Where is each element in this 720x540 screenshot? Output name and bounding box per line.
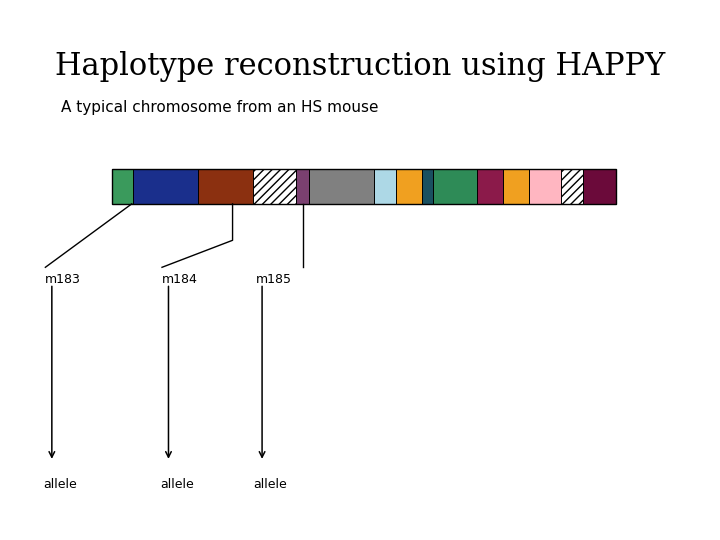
Bar xyxy=(253,168,296,204)
Bar xyxy=(562,168,583,204)
Text: allele: allele xyxy=(253,478,287,491)
Bar xyxy=(503,168,528,204)
Text: m183: m183 xyxy=(45,273,81,286)
Bar xyxy=(583,168,616,204)
Bar xyxy=(133,168,199,204)
Bar xyxy=(112,168,616,204)
Text: allele: allele xyxy=(43,478,77,491)
Text: Haplotype reconstruction using HAPPY: Haplotype reconstruction using HAPPY xyxy=(55,51,665,82)
Text: A typical chromosome from an HS mouse: A typical chromosome from an HS mouse xyxy=(61,100,379,115)
Bar xyxy=(310,168,374,204)
Bar xyxy=(374,168,396,204)
Bar xyxy=(422,168,433,204)
Text: m184: m184 xyxy=(162,273,198,286)
Bar xyxy=(477,168,503,204)
Bar xyxy=(199,168,253,204)
Bar xyxy=(296,168,310,204)
Bar xyxy=(528,168,562,204)
Text: allele: allele xyxy=(160,478,194,491)
Text: m185: m185 xyxy=(256,273,292,286)
Bar xyxy=(433,168,477,204)
Bar xyxy=(396,168,422,204)
Bar xyxy=(112,168,133,204)
